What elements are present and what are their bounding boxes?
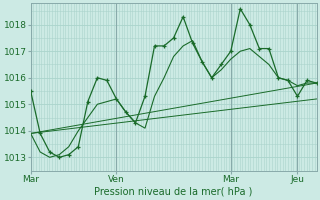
X-axis label: Pression niveau de la mer( hPa ): Pression niveau de la mer( hPa ) — [94, 187, 253, 197]
